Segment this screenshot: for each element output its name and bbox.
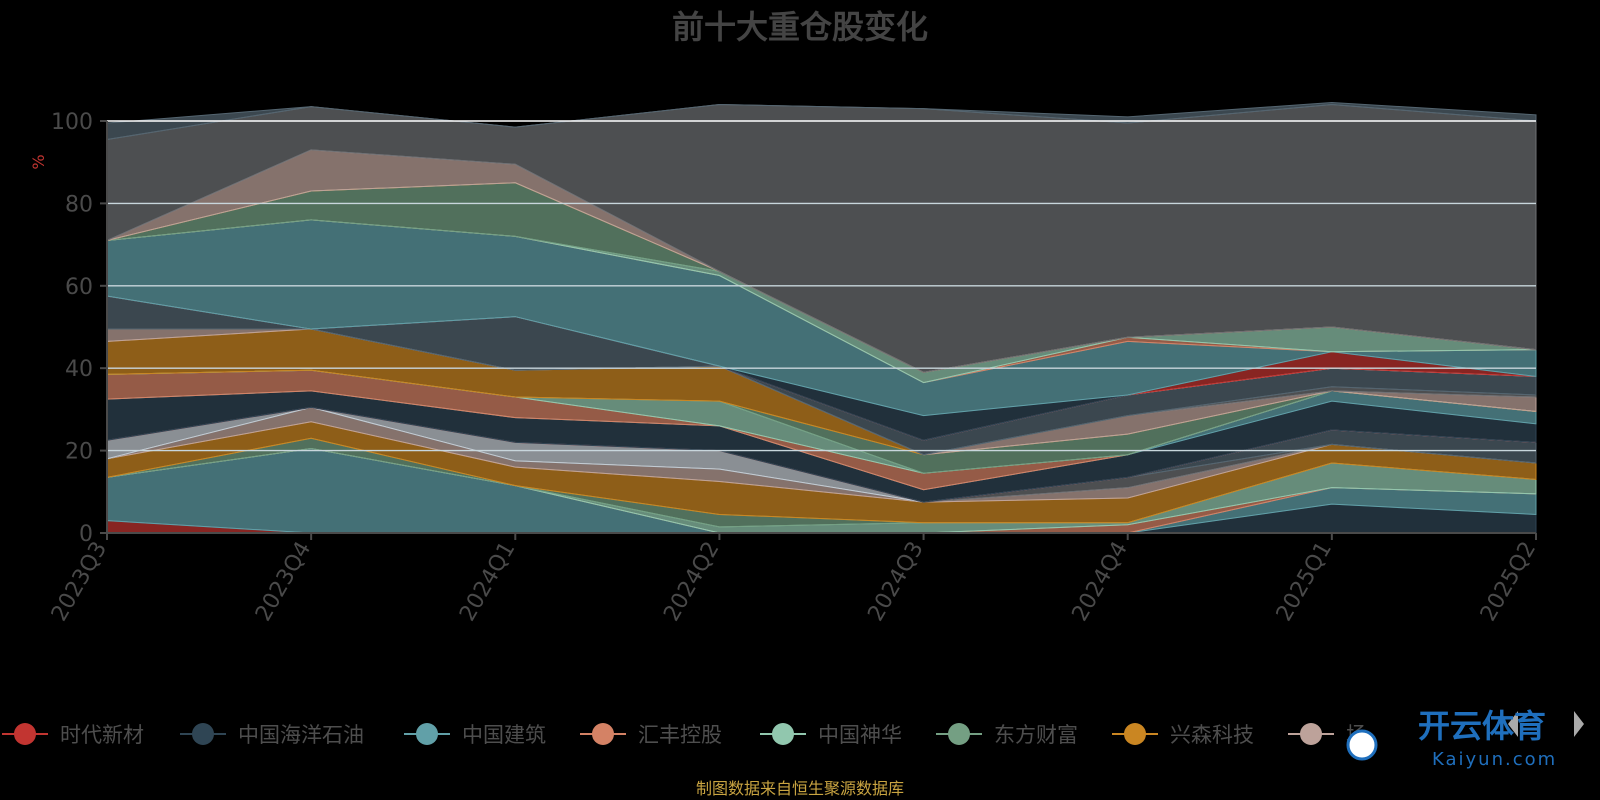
x-tick-label: 2024Q2: [659, 538, 724, 626]
x-tick-labels: 2023Q3 2023Q4 2024Q1 2024Q2 2024Q3 2024Q4 2025…: [47, 538, 1541, 626]
grid-lines: [107, 120, 1536, 452]
x-tick-label: 2025Q1: [1272, 538, 1337, 626]
triangle-left-icon[interactable]: [1508, 711, 1518, 737]
y-tick-label: 80: [65, 192, 93, 217]
y-tick-label: 100: [51, 110, 93, 135]
logo-text: 开云体育: [1418, 707, 1546, 745]
legend-item[interactable]: 兴森科技: [1112, 723, 1254, 747]
legend-pager[interactable]: [1508, 711, 1584, 737]
legend-circle-icon: [416, 723, 438, 745]
y-tick-label: 60: [65, 275, 93, 300]
legend-circle-icon: [14, 723, 36, 745]
legend-item[interactable]: 中国神华: [760, 723, 902, 747]
y-tick-label: 40: [65, 357, 93, 382]
legend-circle-icon: [948, 723, 970, 745]
y-axis-label: %: [29, 154, 48, 169]
legend-circle-icon: [1124, 723, 1146, 745]
legend-circle-icon: [192, 723, 214, 745]
logo-ball-icon: [1346, 729, 1378, 761]
legend-label: 汇丰控股: [638, 723, 722, 747]
chart-title: 前十大重仓股变化: [672, 8, 928, 46]
legend-item[interactable]: 时代新材: [2, 723, 144, 747]
legend-label: 东方财富: [994, 723, 1078, 747]
legend-circle-icon: [592, 723, 614, 745]
legend-item[interactable]: 汇丰控股: [580, 723, 722, 747]
y-tick-label: 0: [79, 522, 93, 547]
footer-source: 制图数据来自恒生聚源数据库: [696, 779, 904, 798]
legend-item[interactable]: 中国海洋石油: [180, 723, 364, 747]
x-tick-label: 2024Q1: [455, 538, 520, 626]
x-tick-label: 2023Q3: [47, 538, 112, 626]
x-tick-label: 2024Q3: [863, 538, 928, 626]
legend-item[interactable]: 中国建筑: [404, 723, 546, 747]
legend: 时代新材中国海洋石油中国建筑汇丰控股中国神华东方财富兴森科技场: [2, 723, 1367, 747]
legend-circle-icon: [772, 723, 794, 745]
area-series-group: [106, 101, 1537, 534]
legend-label: 中国建筑: [462, 723, 546, 747]
axes: [100, 120, 1537, 540]
logo: 开云体育 Kaiyun.com: [1346, 707, 1557, 770]
x-tick-label: 2023Q4: [251, 538, 316, 626]
triangle-right-icon[interactable]: [1574, 711, 1584, 737]
y-tick-label: 20: [65, 440, 93, 465]
y-tick-labels: 0 20 40 60 80 100: [51, 110, 93, 547]
x-tick-label: 2025Q2: [1476, 538, 1541, 626]
legend-circle-icon: [1300, 723, 1322, 745]
legend-item[interactable]: 东方财富: [936, 723, 1078, 747]
legend-label: 时代新材: [60, 723, 144, 747]
legend-label: 中国神华: [818, 723, 902, 747]
legend-label: 中国海洋石油: [238, 723, 364, 747]
logo-subtext: Kaiyun.com: [1432, 749, 1557, 770]
x-tick-label: 2024Q4: [1068, 538, 1133, 626]
legend-label: 兴森科技: [1170, 723, 1254, 747]
